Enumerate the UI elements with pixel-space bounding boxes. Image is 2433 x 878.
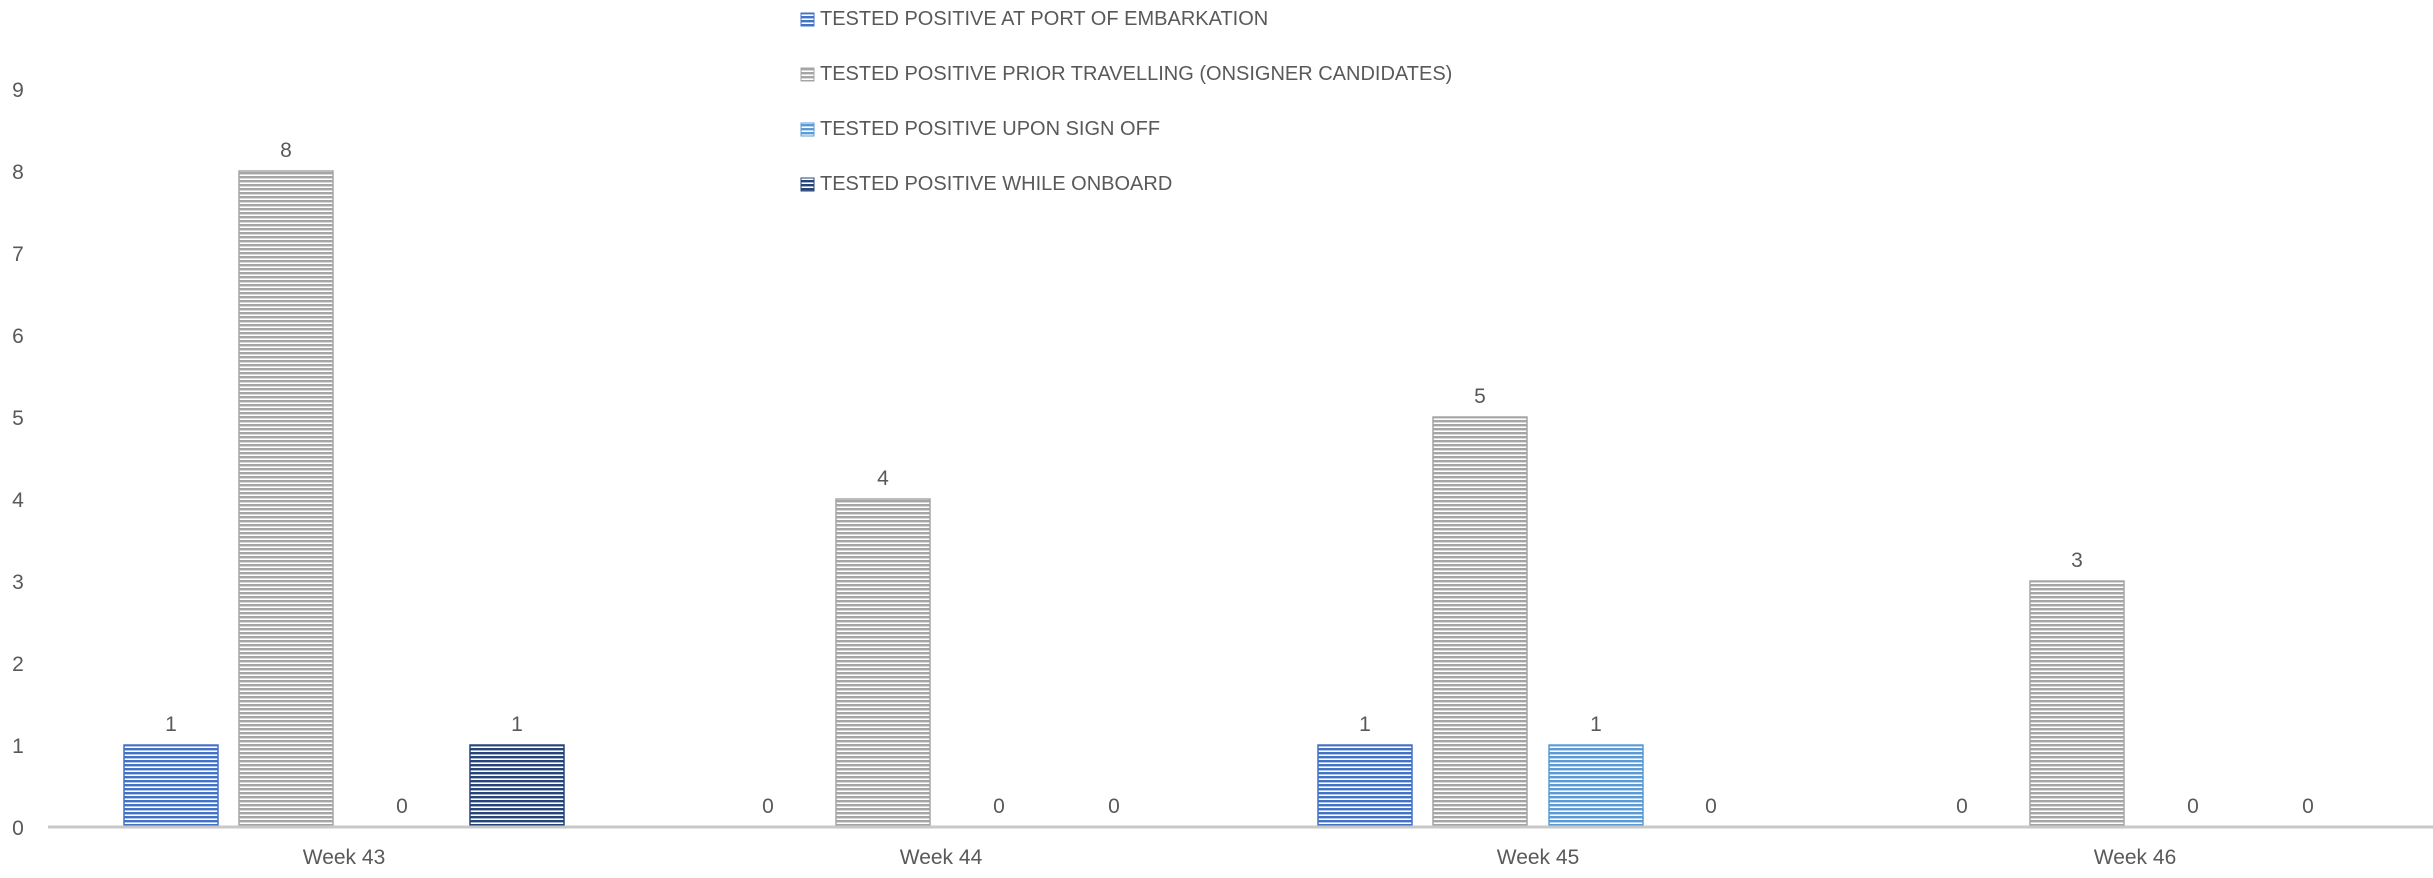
bar-week-45-series-1 [1317, 744, 1413, 828]
bar-week-45-series-3 [1548, 744, 1644, 828]
legend-label: TESTED POSITIVE PRIOR TRAVELLING (ONSIGN… [820, 63, 1452, 85]
data-label: 1 [1359, 713, 1371, 736]
data-label: 8 [280, 139, 292, 162]
x-tick-label: Week 45 [1497, 846, 1580, 869]
x-tick-label: Week 43 [303, 846, 386, 869]
bar-week-45-series-2 [1432, 416, 1528, 828]
legend-swatch [800, 12, 815, 27]
legend-swatch [800, 122, 815, 137]
x-tick-label: Week 44 [900, 846, 983, 869]
y-tick-label: 5 [12, 407, 24, 430]
data-label: 0 [2187, 795, 2199, 818]
y-tick-label: 4 [12, 489, 24, 512]
data-label: 0 [1108, 795, 1120, 818]
bar-week-43-series-2 [238, 170, 334, 828]
data-label: 0 [396, 795, 408, 818]
bar-week-43-series-4 [469, 744, 565, 828]
y-tick-label: 1 [12, 735, 24, 758]
bar-week-46-series-2 [2029, 580, 2125, 828]
data-label: 0 [993, 795, 1005, 818]
chart-legend: TESTED POSITIVE AT PORT OF EMBARKATION TE… [800, 8, 1452, 195]
x-tick-label: Week 46 [2094, 846, 2177, 869]
legend-item: TESTED POSITIVE UPON SIGN OFF [800, 118, 1160, 140]
x-axis: Week 43 Week 44 Week 45 Week 46 [48, 825, 2433, 869]
bar-week-43-series-1 [123, 744, 219, 828]
data-label: 0 [2302, 795, 2314, 818]
bar-week-44-series-2 [835, 498, 931, 828]
legend-label: TESTED POSITIVE UPON SIGN OFF [820, 118, 1160, 140]
data-label: 1 [165, 713, 177, 736]
legend-swatch [800, 67, 815, 82]
bar-series-group [123, 170, 2125, 828]
y-tick-label: 7 [12, 243, 24, 266]
data-label: 3 [2071, 549, 2083, 572]
legend-swatch [800, 177, 815, 192]
data-label: 0 [1956, 795, 1968, 818]
y-tick-label: 0 [12, 817, 24, 840]
y-tick-label: 2 [12, 653, 24, 676]
data-label: 4 [877, 467, 889, 490]
data-label: 1 [511, 713, 523, 736]
legend-item: TESTED POSITIVE AT PORT OF EMBARKATION [800, 8, 1268, 30]
legend-label: TESTED POSITIVE AT PORT OF EMBARKATION [820, 8, 1268, 30]
legend-item: TESTED POSITIVE PRIOR TRAVELLING (ONSIGN… [800, 63, 1452, 85]
data-label: 5 [1474, 385, 1486, 408]
data-labels-group: 1 8 0 1 0 4 0 0 1 5 1 0 0 3 0 0 [165, 139, 2314, 818]
legend-label: TESTED POSITIVE WHILE ONBOARD [820, 173, 1172, 195]
data-label: 0 [762, 795, 774, 818]
y-tick-label: 9 [12, 79, 24, 102]
legend-item: TESTED POSITIVE WHILE ONBOARD [800, 173, 1172, 195]
y-tick-label: 6 [12, 325, 24, 348]
y-tick-label: 3 [12, 571, 24, 594]
data-label: 1 [1590, 713, 1602, 736]
y-axis: 0 1 2 3 4 5 6 7 8 9 [12, 79, 24, 840]
y-tick-label: 8 [12, 161, 24, 184]
data-label: 0 [1705, 795, 1717, 818]
